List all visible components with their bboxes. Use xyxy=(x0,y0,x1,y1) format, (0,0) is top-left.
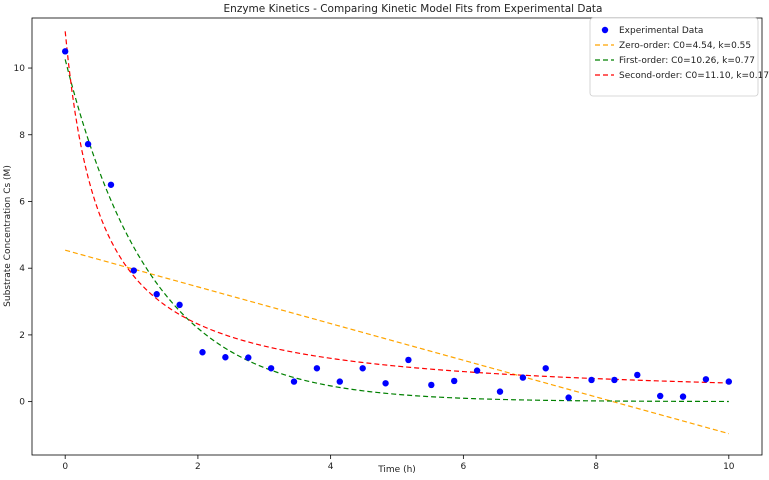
data-point xyxy=(130,267,138,274)
data-point xyxy=(176,301,183,309)
y-tick-label-6: 6 xyxy=(19,197,25,207)
x-tick-label-4: 4 xyxy=(328,462,334,472)
data-point xyxy=(542,365,549,372)
data-point xyxy=(611,376,618,384)
data-point xyxy=(222,354,229,361)
data-point xyxy=(84,140,92,148)
data-point xyxy=(336,378,343,385)
x-axis-label: Time (h) xyxy=(377,465,416,475)
legend-marker-experimental xyxy=(601,26,609,34)
data-point xyxy=(313,365,321,372)
x-tick-label-6: 6 xyxy=(460,462,466,472)
plot-frame xyxy=(31,17,763,456)
data-point xyxy=(634,371,641,379)
axis-ticks: 0 2 4 6 8 10 0 2 4 6 8 10 xyxy=(14,64,735,472)
data-point xyxy=(496,388,504,395)
data-point xyxy=(451,377,458,385)
series-line-second-order xyxy=(64,31,729,384)
legend-box xyxy=(589,17,759,97)
x-tick-label-10: 10 xyxy=(723,462,735,472)
data-point xyxy=(428,381,435,389)
series-line-zero-order xyxy=(65,249,729,435)
series-layer xyxy=(64,31,729,435)
legend: Experimental Data Zero-order: C0=4.54, k… xyxy=(589,17,769,97)
data-point xyxy=(725,378,733,385)
y-tick-label-0: 0 xyxy=(19,398,25,408)
legend-label-experimental: Experimental Data xyxy=(619,26,703,36)
data-point xyxy=(382,380,389,387)
data-point xyxy=(107,181,115,188)
data-point xyxy=(290,378,298,385)
data-point xyxy=(61,48,69,55)
data-point xyxy=(702,376,710,383)
series-line-first-order xyxy=(64,59,729,403)
experimental-points xyxy=(61,48,733,401)
y-tick-label-4: 4 xyxy=(19,264,25,274)
x-tick-label-2: 2 xyxy=(195,462,201,472)
data-point xyxy=(153,291,160,298)
data-point xyxy=(359,365,366,372)
y-tick-label-2: 2 xyxy=(19,331,25,341)
y-axis-label: Substrate Concentration Cs (M) xyxy=(3,165,13,307)
legend-label-first-order: First-order: C0=10.26, k=0.77 xyxy=(619,56,755,66)
y-tick-label-8: 8 xyxy=(19,131,25,141)
legend-label-second-order: Second-order: C0=11.10, k=0.17 xyxy=(619,71,769,81)
data-point xyxy=(656,392,664,400)
x-tick-label-0: 0 xyxy=(62,462,68,472)
data-point xyxy=(519,374,527,381)
data-point xyxy=(565,394,572,401)
data-point xyxy=(473,367,481,374)
data-point xyxy=(588,376,595,384)
data-point xyxy=(679,393,687,400)
legend-label-zero-order: Zero-order: C0=4.54, k=0.55 xyxy=(619,41,751,51)
y-tick-label-10: 10 xyxy=(14,64,26,74)
data-point xyxy=(245,354,252,361)
chart-title: Enzyme Kinetics - Comparing Kinetic Mode… xyxy=(224,3,603,15)
data-point xyxy=(405,356,412,364)
data-point xyxy=(199,349,206,356)
data-point xyxy=(267,365,275,372)
x-tick-label-8: 8 xyxy=(593,462,599,472)
